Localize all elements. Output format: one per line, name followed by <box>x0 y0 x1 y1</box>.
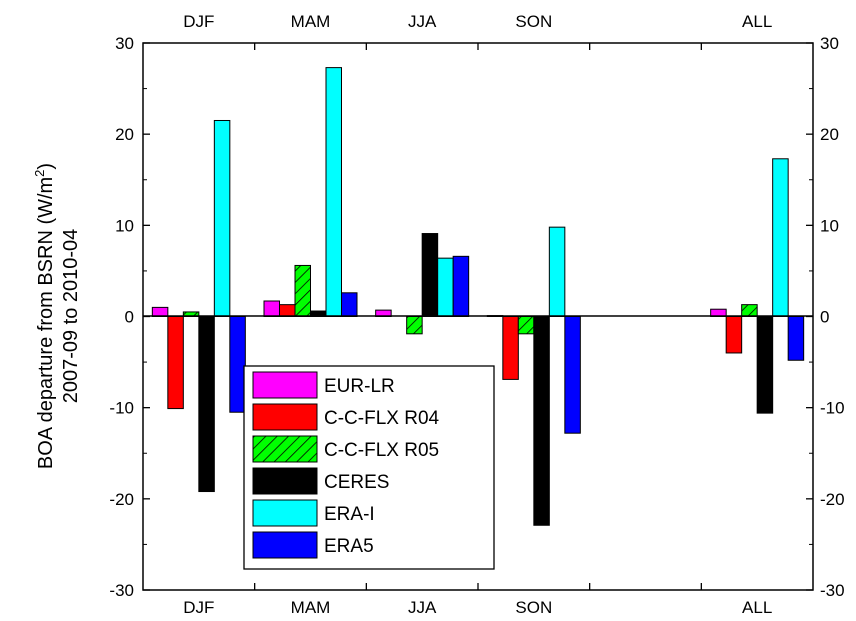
legend-swatch-c-c-flx-r05 <box>252 435 318 463</box>
legend-swatch-eur-lr <box>252 371 318 399</box>
bar-c-c-flx-r04-son <box>502 316 519 380</box>
bar-era5-all <box>787 316 805 361</box>
bar-c-c-flx-r04-all <box>725 316 743 354</box>
legend-label-ceres: CERES <box>324 472 389 493</box>
bar-c-c-flx-r05-jja <box>406 316 423 335</box>
svg-text:BOA departure from BSRN (W/m2): BOA departure from BSRN (W/m2) <box>32 163 57 469</box>
bar-era-i-jja <box>437 257 454 317</box>
bar-c-c-flx-r05-mam <box>294 264 311 317</box>
legend-label-c-c-flx-r04: C-C-FLX R04 <box>324 408 440 429</box>
bar-era5-djf <box>229 316 246 413</box>
legend-swatch-c-c-flx-r04 <box>252 403 318 431</box>
legend-label-era-i: ERA-I <box>324 504 375 525</box>
x-tick-label-bottom: MAM <box>291 598 331 617</box>
bar-ceres-son <box>533 316 550 526</box>
y-axis-label-superscript: 2 <box>32 170 47 177</box>
bar-c-c-flx-r04-djf <box>167 316 184 410</box>
bar-era-i-mam <box>325 67 342 317</box>
legend-entries: EUR-LR C-C-FLX R04 C-C-FLX R05 CERES ERA-I ER… <box>252 371 440 559</box>
x-tick-label-top: MAM <box>291 12 331 31</box>
y-tick-label-left: -20 <box>109 490 134 509</box>
y-tick-label-right: 30 <box>820 34 839 53</box>
y-tick-label-right: -20 <box>820 490 845 509</box>
bar-c-c-flx-r04-mam <box>279 304 296 318</box>
x-tick-label-bottom: JJA <box>408 598 437 617</box>
bar-era5-son <box>564 316 581 434</box>
y-tick-label-right: 0 <box>820 308 829 327</box>
x-tick-label-bottom: ALL <box>742 598 772 617</box>
legend-swatch-ceres <box>252 467 318 495</box>
bar-c-c-flx-r05-son <box>517 316 535 335</box>
y-tick-label-left: 10 <box>115 216 134 235</box>
y-tick-label-left: 20 <box>115 125 134 144</box>
bar-eur-lr-mam <box>263 300 280 318</box>
y-axis-label-line1-end: ) <box>35 163 57 170</box>
y-axis-label: BOA departure from BSRN (W/m2) 2007-09 t… <box>32 163 82 469</box>
plot-marks <box>151 67 805 526</box>
x-tick-label-top: ALL <box>742 12 772 31</box>
y-axis-label-line1: BOA departure from BSRN (W/m <box>35 177 57 469</box>
legend-swatch-era5 <box>252 531 318 559</box>
y-tick-label-right: -30 <box>820 581 845 600</box>
y-tick-label-left: -30 <box>109 581 134 600</box>
y-axis-label-line2: 2007-09 to 2010-04 <box>60 229 82 404</box>
legend-label-c-c-flx-r05: C-C-FLX R05 <box>324 440 439 461</box>
bar-era5-mam <box>341 292 358 317</box>
bar-era5-jja <box>452 255 470 317</box>
legend-label-eur-lr: EUR-LR <box>324 376 395 397</box>
bar-era-i-djf <box>213 119 231 317</box>
legend-swatch-era-i <box>252 499 318 527</box>
x-tick-label-top: DJF <box>183 12 214 31</box>
axis-ticks: -30 -30 -20 -20 -10 -10 0 0 10 10 20 20 30 30 DJF DJF MA… <box>109 12 844 617</box>
y-tick-label-left: 0 <box>125 308 134 327</box>
bar-era-i-all <box>772 158 789 317</box>
x-tick-label-bottom: DJF <box>183 598 214 617</box>
bar-c-c-flx-r05-all <box>741 304 758 318</box>
x-tick-label-top: JJA <box>408 12 437 31</box>
y-tick-label-right: 20 <box>820 125 839 144</box>
legend-label-era5: ERA5 <box>324 536 374 557</box>
legend: EUR-LR C-C-FLX R04 C-C-FLX R05 CERES ERA-I ER… <box>243 365 495 570</box>
y-tick-label-right: -10 <box>820 399 845 418</box>
bar-ceres-jja <box>421 233 439 317</box>
bar-ceres-all <box>756 316 774 414</box>
bar-era-i-son <box>548 226 566 317</box>
x-tick-label-top: SON <box>515 12 552 31</box>
y-tick-label-left: 30 <box>115 34 134 53</box>
y-tick-label-right: 10 <box>820 216 839 235</box>
bar-eur-lr-djf <box>151 306 169 317</box>
x-tick-label-bottom: SON <box>515 598 552 617</box>
y-tick-label-left: -10 <box>109 399 134 418</box>
bar-ceres-djf <box>198 316 215 493</box>
